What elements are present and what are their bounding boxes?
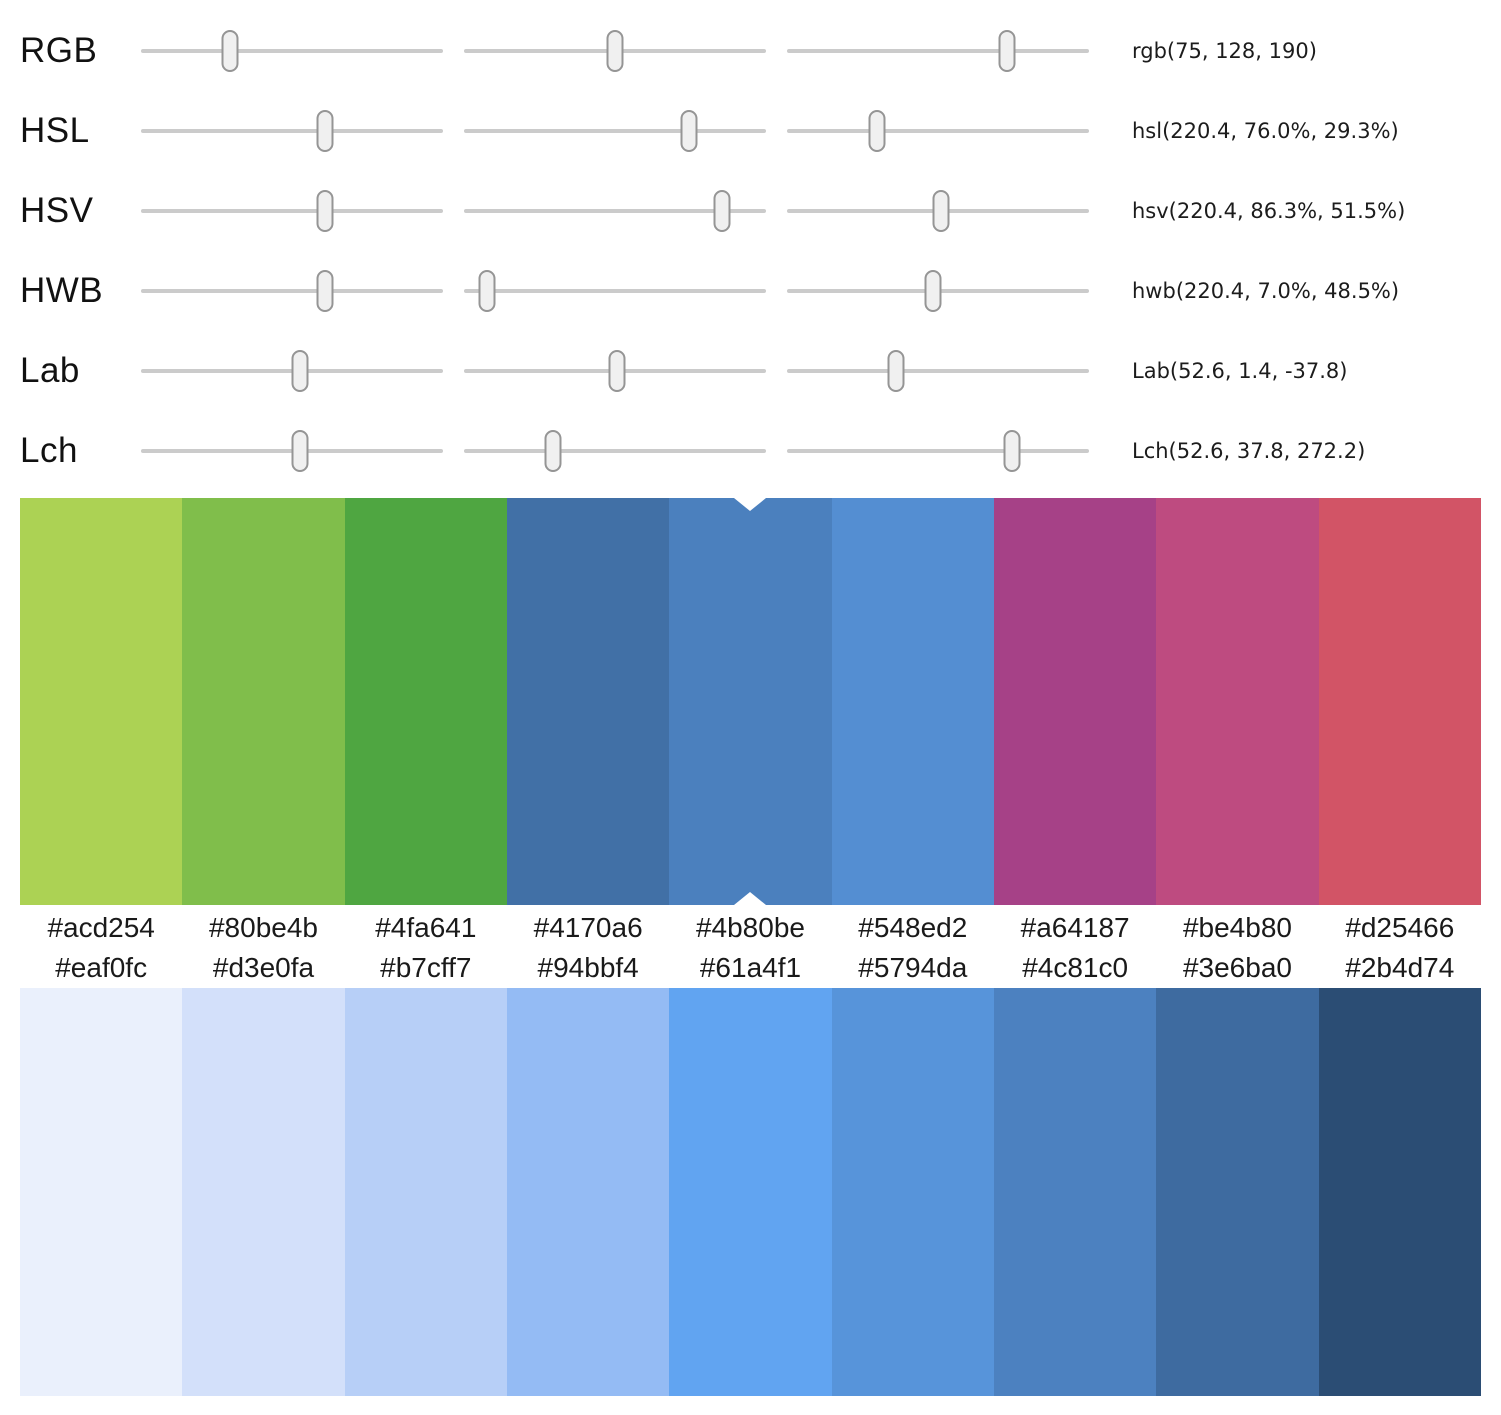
slider-row-label: Lab xyxy=(20,351,80,390)
palette-swatch[interactable] xyxy=(20,988,183,1396)
swatch-hex-label: #acd254 xyxy=(47,912,155,943)
palette-swatch[interactable] xyxy=(993,988,1157,1396)
swatch-hex-label: #3e6ba0 xyxy=(1182,952,1292,983)
slider-thumb[interactable] xyxy=(291,430,309,472)
palette-swatch[interactable] xyxy=(182,988,345,1396)
slider-thumb[interactable] xyxy=(221,30,239,72)
slider-track[interactable] xyxy=(787,110,1089,152)
slider-thumb[interactable] xyxy=(1003,430,1021,472)
slider-row: Lab Lab(52.6, 1.4, -37.8) xyxy=(0,331,1501,411)
hue-palette-hex-row: #acd254 #80be4b #4fa641 #4170a6 #4b80be #548e… xyxy=(20,905,1481,951)
swatch-hex-label: #d25466 xyxy=(1345,912,1455,943)
slider-row-label: HSL xyxy=(20,111,90,150)
swatch-hex-label: #eaf0fc xyxy=(55,952,148,983)
slider-track[interactable] xyxy=(464,190,766,232)
color-value-text: hsl(220.4, 76.0%, 29.3%) xyxy=(1132,119,1399,143)
color-value-text: hwb(220.4, 7.0%, 48.5%) xyxy=(1132,279,1400,303)
color-value-text: rgb(75, 128, 190) xyxy=(1132,39,1317,63)
slider-track[interactable] xyxy=(787,190,1089,232)
palette-swatch[interactable] xyxy=(182,498,345,905)
slider-row: HWB hwb(220.4, 7.0%, 48.5%) xyxy=(0,251,1501,331)
slider-thumb[interactable] xyxy=(998,30,1016,72)
slider-row: Lch Lch(52.6, 37.8, 272.2) xyxy=(0,411,1501,491)
slider-row-label: HSV xyxy=(20,191,94,230)
swatch-hex-label: #a64187 xyxy=(1020,912,1130,943)
swatch-hex-label: #4170a6 xyxy=(533,912,643,943)
shade-palette-hex-row: #eaf0fc #d3e0fa #b7cff7 #94bbf4 #61a4f1 #5794… xyxy=(20,948,1481,988)
slider-thumb[interactable] xyxy=(478,270,496,312)
palette-swatch[interactable] xyxy=(669,498,832,905)
swatch-hex-label: #be4b80 xyxy=(1182,912,1292,943)
slider-thumb[interactable] xyxy=(713,190,731,232)
slider-thumb[interactable] xyxy=(924,270,942,312)
swatch-hex-label: #2b4d74 xyxy=(1345,952,1455,983)
swatch-hex-label: #80be4b xyxy=(208,912,318,943)
palette-swatch[interactable] xyxy=(1318,498,1481,905)
palette-swatch[interactable] xyxy=(20,498,183,905)
palette-swatch[interactable] xyxy=(669,988,832,1396)
slider-row-label: RGB xyxy=(20,31,98,70)
slider-row: HSV hsv(220.4, 86.3%, 51.5%) xyxy=(0,171,1501,251)
slider-row-label: HWB xyxy=(20,271,104,310)
palette-swatch[interactable] xyxy=(1156,988,1319,1396)
slider-panel: RGB rgb(75, 128, 190) HSL hsl(220.4, 76.… xyxy=(0,11,1501,497)
hue-palette-strip xyxy=(20,498,1481,905)
slider-thumb[interactable] xyxy=(932,190,950,232)
swatch-hex-label: #548ed2 xyxy=(858,912,968,943)
slider-row-label: Lch xyxy=(20,431,78,470)
slider-track[interactable] xyxy=(464,110,766,152)
slider-track[interactable] xyxy=(141,270,443,312)
swatch-hex-label: #61a4f1 xyxy=(699,952,802,983)
slider-thumb[interactable] xyxy=(608,350,626,392)
palette-swatch[interactable] xyxy=(1156,498,1319,905)
swatch-hex-label: #4fa641 xyxy=(375,912,477,943)
slider-row: HSL hsl(220.4, 76.0%, 29.3%) xyxy=(0,91,1501,171)
slider-thumb[interactable] xyxy=(316,190,334,232)
slider-thumb[interactable] xyxy=(680,110,698,152)
slider-thumb[interactable] xyxy=(316,270,334,312)
slider-track[interactable] xyxy=(464,430,766,472)
slider-track[interactable] xyxy=(787,350,1089,392)
swatch-hex-label: #94bbf4 xyxy=(537,952,639,983)
slider-thumb[interactable] xyxy=(544,430,562,472)
palette-swatch[interactable] xyxy=(1318,988,1481,1396)
palette-swatch[interactable] xyxy=(344,498,507,905)
shade-palette-strip xyxy=(20,988,1481,1396)
swatch-hex-label: #b7cff7 xyxy=(380,952,472,983)
slider-track[interactable] xyxy=(464,30,766,72)
palette-swatch[interactable] xyxy=(831,498,994,905)
color-value-text: hsv(220.4, 86.3%, 51.5%) xyxy=(1132,199,1406,223)
slider-row: RGB rgb(75, 128, 190) xyxy=(0,11,1501,91)
slider-thumb[interactable] xyxy=(868,110,886,152)
color-value-text: Lch(52.6, 37.8, 272.2) xyxy=(1132,439,1366,463)
slider-track[interactable] xyxy=(787,430,1089,472)
slider-track[interactable] xyxy=(141,30,443,72)
slider-thumb[interactable] xyxy=(291,350,309,392)
slider-track[interactable] xyxy=(141,430,443,472)
color-value-text: Lab(52.6, 1.4, -37.8) xyxy=(1132,359,1348,383)
swatch-hex-label: #5794da xyxy=(858,952,968,983)
selected-swatch-marker-bottom-icon xyxy=(734,892,767,905)
selected-swatch-marker-top-icon xyxy=(734,498,767,511)
swatch-hex-label: #d3e0fa xyxy=(212,952,315,983)
slider-track[interactable] xyxy=(787,30,1089,72)
slider-track[interactable] xyxy=(464,350,766,392)
palette-swatch[interactable] xyxy=(831,988,994,1396)
slider-thumb[interactable] xyxy=(606,30,624,72)
palette-swatch[interactable] xyxy=(506,988,670,1396)
slider-track[interactable] xyxy=(141,350,443,392)
slider-track[interactable] xyxy=(141,110,443,152)
slider-thumb[interactable] xyxy=(316,110,334,152)
slider-thumb[interactable] xyxy=(887,350,905,392)
slider-track[interactable] xyxy=(141,190,443,232)
swatch-hex-label: #4b80be xyxy=(695,912,805,943)
palette-swatch[interactable] xyxy=(993,498,1157,905)
slider-track[interactable] xyxy=(464,270,766,312)
slider-track[interactable] xyxy=(787,270,1089,312)
palette-swatch[interactable] xyxy=(344,988,507,1396)
swatch-hex-label: #4c81c0 xyxy=(1022,952,1129,983)
palette-swatch[interactable] xyxy=(506,498,670,905)
